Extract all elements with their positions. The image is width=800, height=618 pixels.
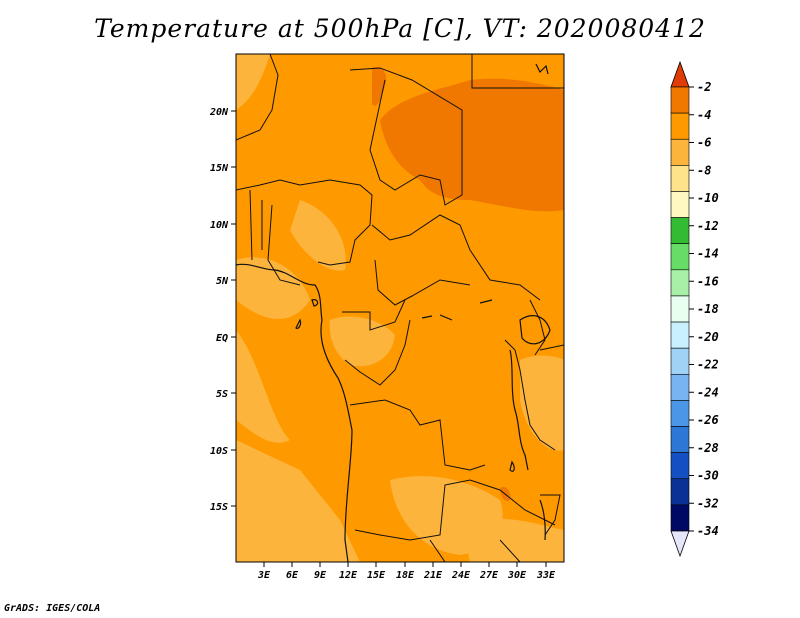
colorbar-label: -2 [697,80,711,94]
border-congo [344,319,411,386]
lon-label: 21E [423,570,443,581]
lon-label: 24E [451,570,471,581]
colorbar-label: -30 [697,469,719,483]
colorbar-label: -10 [697,191,719,205]
field-patch-nw [236,54,270,110]
border-niger-chad [349,67,463,206]
border-libya-egypt [471,54,564,89]
grads-credit: GrADS: IGES/COLA [4,603,101,614]
lon-label: 12E [339,570,358,581]
colorbar-box [670,347,690,375]
colorbar-box [670,321,690,349]
colorbar-label: -4 [697,108,711,122]
border-nw [236,54,279,141]
field-patch-nigeria [290,200,346,271]
field-patch-sw [236,440,360,562]
colorbar-box [670,504,690,532]
border-zambia [354,479,556,541]
colorbar-box [670,452,690,480]
coastlines [236,63,551,562]
border-uganda [529,299,564,356]
colorbar-label: -24 [697,385,719,399]
colorbar-box [670,373,690,401]
lon-label: 15E [367,570,386,581]
field-patch-coast [236,330,290,443]
map-frame [235,53,565,563]
colorbar-box [670,243,690,271]
coast-ne [535,63,549,75]
colorbar-box [670,165,690,192]
border-car-drc [374,259,471,306]
colorbar-box [670,478,690,506]
country-borders [236,54,564,562]
border-car-sudan [371,214,541,301]
colorbar-label: -34 [697,524,719,538]
lat-label: 5S [216,389,228,400]
colorbar-box [670,191,690,218]
island-bioko [295,299,319,330]
field-patch-warm-north [380,78,564,212]
colorbar-label: -14 [697,247,719,261]
lon-label: 27E [479,570,499,581]
border-angola-drc [349,399,486,471]
colorbar-top-arrow [670,60,690,88]
colorbar-box [670,112,690,140]
colorbar-label: -16 [697,274,719,288]
colorbar-box [670,269,690,297]
lon-label: 3E [257,570,271,581]
lon-label: 33E [536,570,556,581]
field-patch-se [468,518,564,562]
colorbar-box [670,217,690,245]
lake-tanganyika [509,349,529,471]
colorbar: -2 -4 -6 -8 -10 -12 -14 -16 -18 -20 -22 -24 -26 -28 -3… [670,60,719,558]
border-east-lakes [504,339,556,451]
border-malawi [540,494,561,536]
colorbar-label: -32 [697,496,719,510]
colorbar-label: -22 [697,358,719,372]
lat-label: 15S [210,502,228,513]
colorbar-box [670,86,690,114]
colorbar-box [670,426,690,453]
border-cameroon [342,299,406,331]
lon-label: 18E [396,570,415,581]
lon-label: 6E [286,570,299,581]
colorbar-labels: -2 -4 -6 -8 -10 -12 -14 -16 -18 -20 -22 -24 -26 -28 -3… [689,80,719,538]
colorbar-box [670,295,690,323]
colorbar-label: -28 [697,441,719,455]
colorbar-label: -8 [697,163,711,177]
lat-label: 10S [210,446,228,457]
colorbar-label: -12 [697,219,719,233]
map-title: Temperature at 500hPa [C], VT: 202008041… [94,14,706,43]
colorbar-box [670,400,690,427]
lat-label: 15N [210,163,229,174]
colorbar-label: -26 [697,413,719,427]
field-patch-west [236,257,310,319]
longitude-axis: 3E 6E 9E 12E 15E 18E 21E 24E 27E 30E 33E [257,562,556,581]
lat-label: 20N [209,107,229,118]
field-patch-warm-small [372,66,387,106]
lat-label: 10N [210,220,229,231]
lake-malawi [539,499,546,541]
small-lakes [421,299,515,472]
colorbar-label: -18 [697,302,719,316]
colorbar-boxes [670,86,690,532]
border-south [429,539,521,562]
lat-label: EQ [216,333,228,344]
lon-label: 9E [314,570,327,581]
lon-label: 30E [507,570,527,581]
colorbar-label: -6 [697,136,711,150]
coastline-west [236,263,353,562]
latitude-axis: 20N 15N 10N 5N EQ 5S 10S 15S [209,107,236,513]
field-patch-gabon [329,316,395,367]
border-nigeria [236,179,373,266]
colorbar-bottom-arrow [670,530,690,558]
colorbar-box [670,138,690,166]
lake-victoria [519,315,551,345]
lat-label: 5N [216,276,229,287]
colorbar-label: -20 [697,330,719,344]
temperature-field [236,54,564,562]
